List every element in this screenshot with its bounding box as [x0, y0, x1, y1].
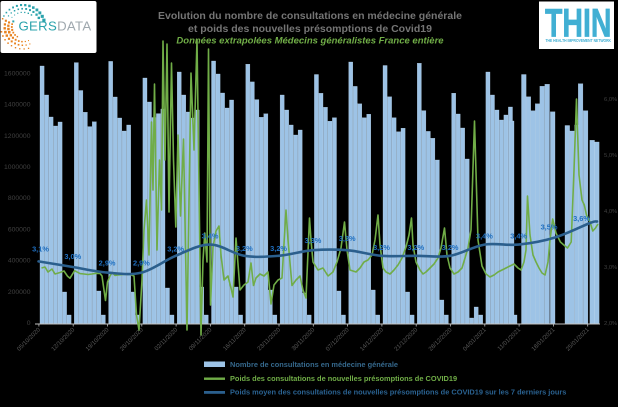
svg-text:3,4%: 3,4%: [476, 232, 493, 241]
svg-text:3,2%: 3,2%: [373, 243, 390, 252]
svg-text:02/11/2020: 02/11/2020: [154, 327, 180, 353]
svg-text:3,2%: 3,2%: [407, 243, 424, 252]
svg-text:3,0%: 3,0%: [604, 265, 617, 271]
svg-text:21/12/2020: 21/12/2020: [394, 327, 420, 353]
svg-text:3,1%: 3,1%: [32, 244, 49, 253]
svg-text:07/12/2020: 07/12/2020: [325, 327, 351, 353]
svg-text:28/12/2020: 28/12/2020: [428, 327, 454, 353]
svg-text:19/10/2020: 19/10/2020: [85, 327, 111, 353]
svg-text:23/11/2020: 23/11/2020: [257, 327, 283, 353]
svg-text:30/11/2020: 30/11/2020: [291, 327, 317, 353]
svg-text:3,2%: 3,2%: [270, 244, 287, 253]
svg-text:3,4%: 3,4%: [202, 232, 219, 241]
svg-text:2,9%: 2,9%: [99, 259, 116, 268]
svg-text:Poids moyen des consultations: Poids moyen des consultations de nouvell…: [230, 388, 566, 397]
svg-text:600000: 600000: [8, 226, 31, 233]
svg-text:400000: 400000: [8, 258, 31, 265]
svg-text:3,4%: 3,4%: [510, 232, 527, 241]
svg-text:25/01/2021: 25/01/2021: [565, 327, 591, 353]
svg-text:04/01/2021: 04/01/2021: [462, 327, 488, 353]
svg-text:6,0%: 6,0%: [604, 97, 617, 103]
svg-text:3,2%: 3,2%: [167, 244, 184, 253]
svg-text:Nombre de consultations en méd: Nombre de consultations en médecine géné…: [230, 360, 398, 369]
svg-text:Données extrapolées Médecins g: Données extrapolées Médecins généraliste…: [176, 36, 444, 47]
svg-text:3,3%: 3,3%: [304, 236, 321, 245]
svg-text:4,0%: 4,0%: [604, 209, 617, 215]
svg-text:THIN: THIN: [545, 1, 612, 45]
svg-text:3,2%: 3,2%: [236, 244, 253, 253]
svg-text:et poids des nouvelles présomp: et poids des nouvelles présomptions de C…: [188, 23, 432, 35]
svg-text:1600000: 1600000: [4, 70, 31, 77]
svg-text:3,6%: 3,6%: [573, 214, 590, 223]
svg-text:5,0%: 5,0%: [604, 153, 617, 159]
svg-text:Evolution du nombre de consult: Evolution du nombre de consultations en …: [158, 10, 462, 22]
svg-text:2,0%: 2,0%: [604, 321, 617, 327]
svg-text:GERSDATA: GERSDATA: [19, 19, 92, 34]
svg-text:26/10/2020: 26/10/2020: [119, 327, 145, 353]
svg-text:Poids des consultations de nou: Poids des consultations de nouvelles pré…: [230, 374, 457, 383]
svg-text:11/01/2021: 11/01/2021: [497, 327, 523, 353]
svg-text:1000000: 1000000: [4, 164, 31, 171]
svg-text:200000: 200000: [8, 289, 31, 296]
svg-text:1400000: 1400000: [4, 102, 31, 109]
svg-text:3,5%: 3,5%: [541, 223, 558, 232]
svg-text:18/01/2021: 18/01/2021: [531, 327, 557, 353]
svg-text:THE HEALTH IMPROVEMENT NETWORK: THE HEALTH IMPROVEMENT NETWORK: [546, 38, 612, 43]
svg-text:14/12/2020: 14/12/2020: [359, 327, 385, 353]
svg-text:16/11/2020: 16/11/2020: [223, 327, 249, 353]
svg-text:3,2%: 3,2%: [442, 243, 459, 252]
svg-text:3,3%: 3,3%: [339, 234, 356, 243]
svg-text:1200000: 1200000: [4, 133, 31, 140]
svg-text:05/10/2020: 05/10/2020: [16, 327, 42, 353]
svg-text:0: 0: [27, 320, 31, 327]
svg-text:3,0%: 3,0%: [64, 252, 81, 261]
svg-text:12/10/2020: 12/10/2020: [51, 327, 77, 353]
svg-text:2,9%: 2,9%: [133, 259, 150, 268]
svg-text:800000: 800000: [8, 195, 31, 202]
